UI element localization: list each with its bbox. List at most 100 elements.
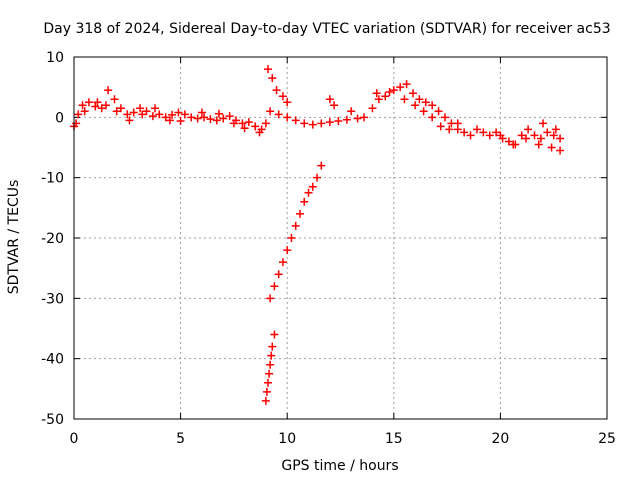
data-point (270, 330, 279, 339)
data-point (74, 110, 83, 119)
data-point (524, 125, 533, 134)
data-point (148, 112, 157, 121)
y-tick-label: -10 (41, 171, 64, 187)
data-point (274, 110, 283, 119)
data-point (460, 128, 469, 137)
data-point (549, 131, 558, 140)
data-point (110, 95, 119, 104)
data-point (411, 101, 420, 110)
x-axis-label: GPS time / hours (281, 458, 398, 474)
data-point (396, 83, 405, 92)
data-point (265, 369, 274, 378)
data-point (551, 125, 560, 134)
data-point (268, 342, 277, 351)
data-point (304, 188, 313, 197)
data-point (283, 113, 292, 122)
data-point (261, 396, 270, 405)
data-point (419, 107, 428, 116)
data-point (212, 116, 221, 125)
data-point (300, 119, 309, 128)
series-main-band (70, 86, 270, 137)
data-point (300, 197, 309, 206)
series-low-arc (261, 330, 279, 405)
data-point (101, 101, 110, 110)
data-point (353, 114, 362, 123)
data-point (155, 110, 164, 119)
data-point (517, 131, 526, 140)
data-point (400, 95, 409, 104)
data-point (238, 119, 247, 128)
data-point (270, 282, 279, 291)
data-point (264, 378, 273, 387)
data-point (342, 115, 351, 124)
data-point (434, 107, 443, 116)
data-point (272, 86, 281, 95)
data-point (266, 107, 275, 116)
data-point (325, 118, 334, 127)
data-point (268, 74, 277, 83)
y-tick-label: 0 (55, 110, 64, 126)
data-point (168, 110, 177, 119)
data-point (240, 124, 249, 133)
data-point (244, 118, 253, 127)
data-point (543, 128, 552, 137)
x-tick-label: 25 (598, 431, 616, 447)
plot-frame (73, 56, 608, 420)
data-point (142, 107, 151, 116)
data-point (136, 104, 145, 113)
data-point (91, 102, 100, 111)
data-point (283, 98, 292, 107)
data-point (504, 137, 513, 146)
data-point (445, 125, 454, 134)
data-point (84, 98, 93, 107)
data-point (251, 122, 260, 131)
data-point (125, 116, 134, 125)
data-point (359, 113, 368, 122)
data-point (180, 110, 189, 119)
data-point (556, 146, 565, 155)
data-point (453, 119, 462, 128)
data-point (485, 131, 494, 140)
data-point (291, 221, 300, 230)
data-point (161, 113, 170, 122)
data-point (436, 122, 445, 131)
data-point (187, 113, 196, 122)
data-point (428, 101, 437, 110)
data-point (317, 161, 326, 170)
data-point (308, 182, 317, 191)
data-point (219, 114, 228, 123)
data-point (466, 131, 475, 140)
y-tick-label: -40 (41, 352, 64, 368)
grid-lines (74, 57, 607, 419)
data-point (116, 104, 125, 113)
x-tick-label: 0 (70, 431, 79, 447)
y-tick-label: -20 (41, 231, 64, 247)
series-post-gap-band (264, 65, 565, 155)
data-point (93, 98, 102, 107)
axis-tick-labels: 0 5 10 15 20 25 10 0 -10 -20 -30 -40 -50 (41, 50, 616, 447)
data-point (295, 209, 304, 218)
data-point (421, 98, 430, 107)
data-point (509, 140, 518, 149)
data-point (385, 87, 394, 96)
data-point (78, 101, 87, 110)
data-point (193, 114, 202, 123)
data-point (291, 116, 300, 125)
y-tick-label: 10 (46, 50, 64, 66)
data-point (547, 143, 556, 152)
x-tick-label: 10 (278, 431, 296, 447)
data-point (197, 108, 206, 117)
data-point (214, 109, 223, 118)
data-point (200, 113, 209, 122)
data-point (408, 89, 417, 98)
data-point (267, 351, 276, 360)
data-point (264, 65, 273, 74)
data-point (313, 173, 322, 182)
data-point (104, 86, 113, 95)
data-point (206, 115, 215, 124)
data-point (287, 234, 296, 242)
data-point (283, 246, 292, 255)
data-point (536, 134, 545, 143)
data-point (266, 294, 275, 303)
x-tick-label: 20 (491, 431, 509, 447)
